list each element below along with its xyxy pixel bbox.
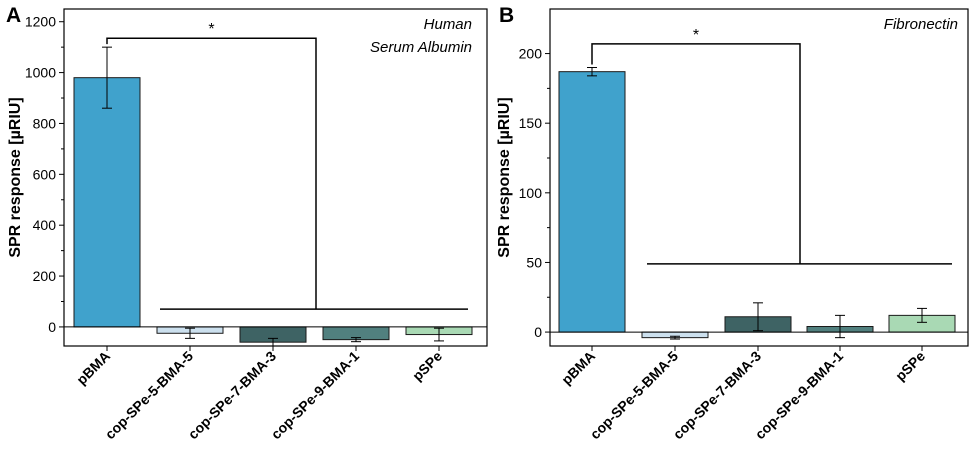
x-tick-label: pSPe bbox=[892, 348, 928, 384]
y-tick-label: 0 bbox=[534, 324, 542, 340]
panel-annotation: Human bbox=[424, 16, 472, 33]
x-tick-label: pBMA bbox=[73, 348, 113, 388]
error-bar-pBMA bbox=[587, 66, 597, 77]
error-bar-pBMA bbox=[102, 46, 112, 109]
y-tick-label: 800 bbox=[33, 115, 57, 131]
x-tick-label: cop-SPe-5-BMA-5 bbox=[102, 348, 197, 443]
error-bar-cop-SPe-9-BMA-1 bbox=[351, 337, 361, 343]
significance-bracket bbox=[591, 43, 801, 264]
error-bar-cop-SPe-9-BMA-1 bbox=[835, 314, 845, 339]
x-tick-label: pBMA bbox=[558, 348, 598, 388]
x-tick-label: pSPe bbox=[409, 348, 445, 384]
x-tick-label: cop-SPe-7-BMA-3 bbox=[670, 348, 765, 443]
x-tick-label: cop-SPe-9-BMA-1 bbox=[268, 348, 363, 443]
plot-frame bbox=[63, 8, 488, 347]
y-tick-label: 50 bbox=[526, 254, 542, 270]
panel-letter: B bbox=[499, 4, 514, 27]
y-axis-label: SPR response [µRIU] bbox=[496, 97, 513, 257]
y-tick-label: 100 bbox=[519, 185, 543, 201]
y-tick-label: 150 bbox=[519, 115, 543, 131]
significance-label: * bbox=[693, 27, 699, 44]
y-tick-label: 0 bbox=[48, 319, 56, 335]
error-bar-cop-SPe-5-BMA-5 bbox=[670, 335, 680, 340]
y-tick-label: 200 bbox=[33, 268, 57, 284]
bar-pBMA bbox=[558, 71, 626, 333]
chart-panel-B: B SPR response [µRIU] * Fibronectin 0 50 100 15… bbox=[496, 4, 969, 443]
x-tick-label: cop-SPe-7-BMA-3 bbox=[185, 348, 280, 443]
error-bar-pSPe bbox=[917, 307, 927, 323]
y-tick-label: 1200 bbox=[25, 14, 56, 30]
y-tick-label: 400 bbox=[33, 217, 57, 233]
y-axis-label: SPR response [µRIU] bbox=[7, 97, 24, 257]
y-tick-label: 600 bbox=[33, 166, 57, 182]
y-tick-label: 1000 bbox=[25, 65, 56, 81]
error-bar-cop-SPe-5-BMA-5 bbox=[185, 327, 195, 339]
plot-frame bbox=[549, 8, 969, 347]
bar-pBMA bbox=[73, 77, 141, 328]
x-tick-label: cop-SPe-5-BMA-5 bbox=[587, 348, 682, 443]
significance-label: * bbox=[208, 21, 214, 38]
significance-bracket bbox=[106, 37, 317, 310]
x-tick-label: cop-SPe-9-BMA-1 bbox=[752, 348, 847, 443]
panel-letter: A bbox=[6, 4, 21, 27]
y-tick-label: 200 bbox=[519, 46, 543, 62]
error-bar-pSPe bbox=[434, 327, 444, 342]
panel-annotation: Serum Albumin bbox=[370, 39, 472, 56]
chart-panel-A: A SPR response [µRIU] * Human Serum Albumin 0… bbox=[6, 4, 488, 443]
panel-annotation: Fibronectin bbox=[884, 16, 958, 33]
error-bar-cop-SPe-7-BMA-3 bbox=[753, 302, 763, 332]
